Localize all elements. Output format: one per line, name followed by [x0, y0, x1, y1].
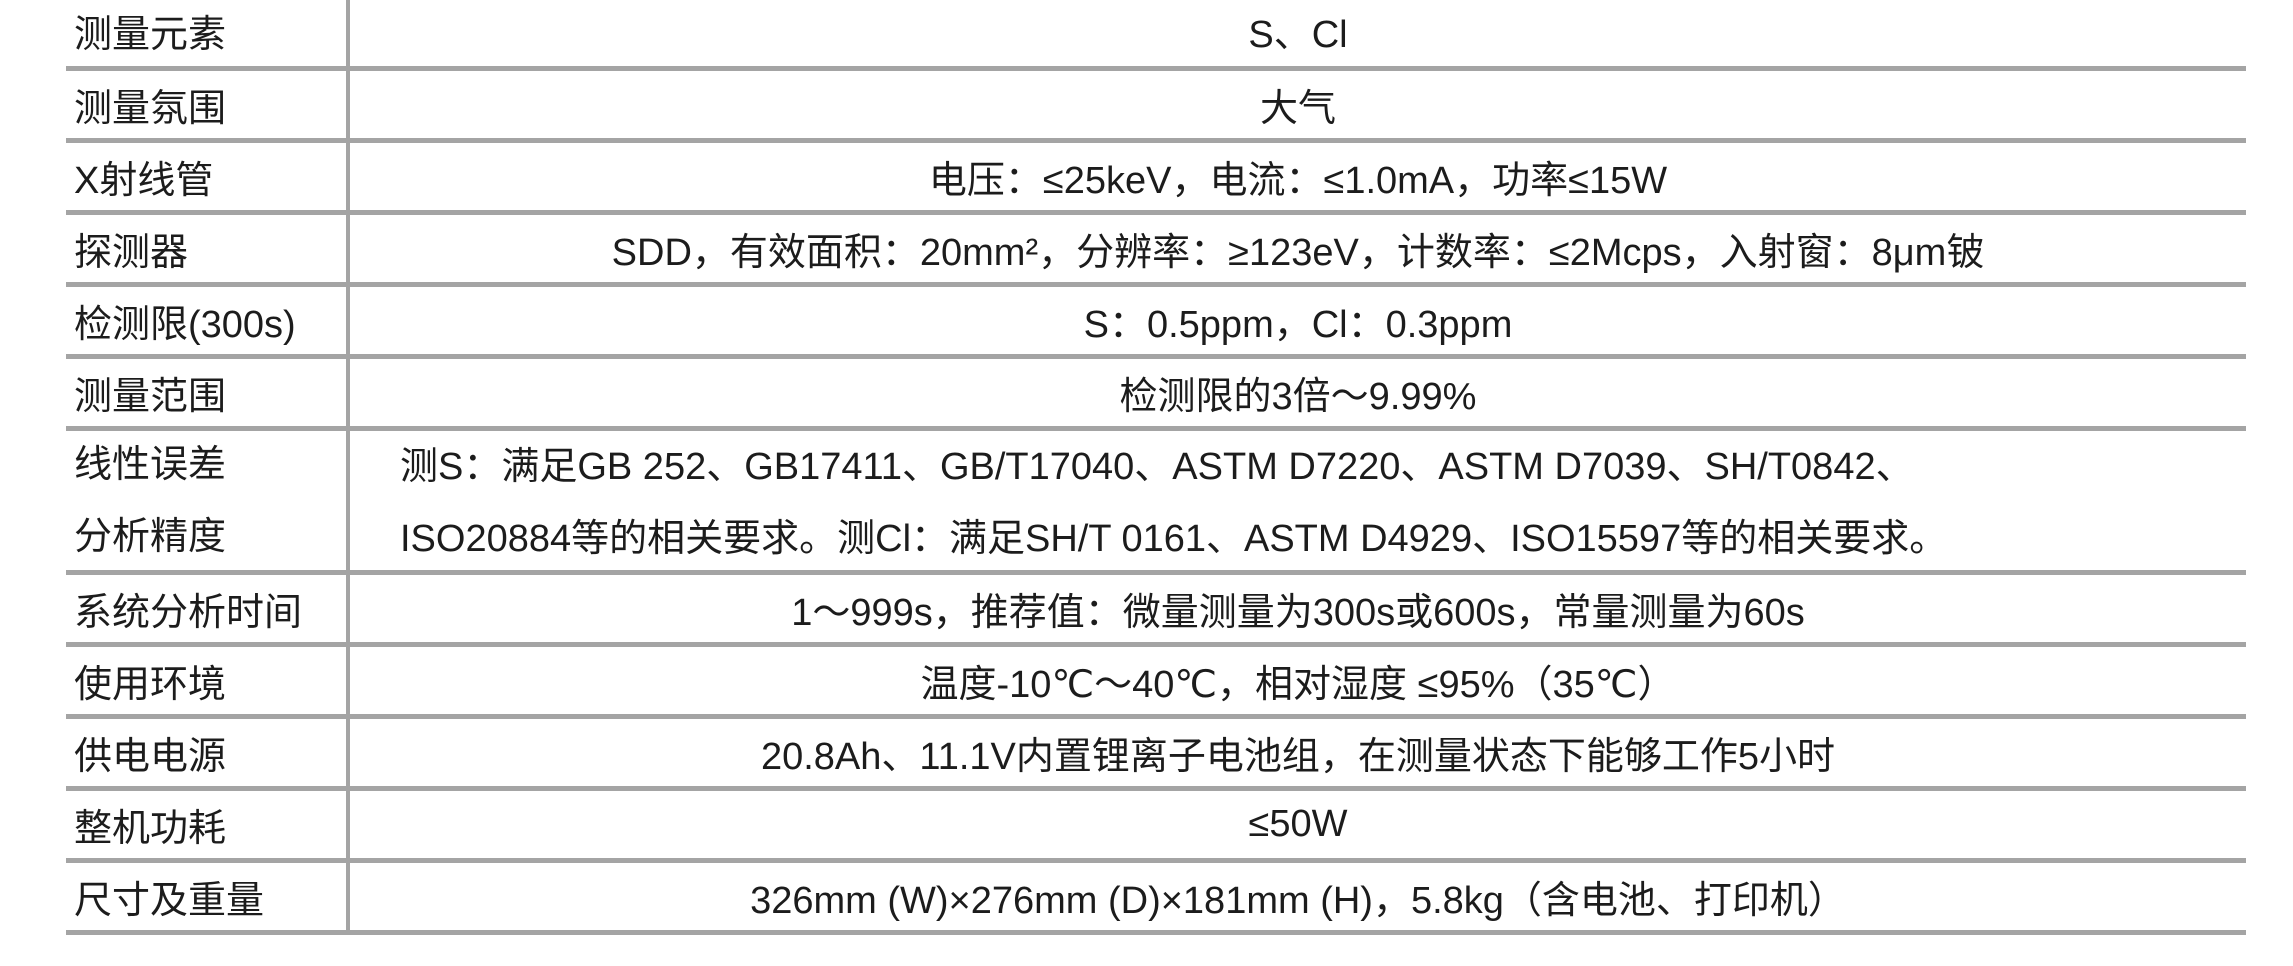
spec-row-detector: 探测器 SDD，有效面积：20mm²，分辨率：≥123eV，计数率：≤2Mcps… — [66, 215, 2246, 287]
row-label-line: 线性误差 — [74, 443, 227, 486]
spec-row-atmosphere: 测量氛围 大气 — [66, 71, 2246, 143]
spec-row-accuracy: 线性误差 分析精度 测S：满足GB 252、GB17411、GB/T17040、… — [66, 431, 2246, 575]
row-value: 326mm (W)×276mm (D)×181mm (H)，5.8kg（含电池、… — [750, 880, 1846, 922]
row-value: 1～999s，推荐值：微量测量为300s或600s，常量测量为60s — [791, 592, 1805, 634]
row-value: 大气 — [1259, 88, 1336, 130]
spec-row-dimensions: 尺寸及重量 326mm (W)×276mm (D)×181mm (H)，5.8k… — [66, 863, 2246, 935]
row-value: SDD，有效面积：20mm²，分辨率：≥123eV，计数率：≤2Mcps，入射窗… — [611, 232, 1985, 274]
spec-row-xray-tube: X射线管 电压：≤25keV，电流：≤1.0mA，功率≤15W — [66, 143, 2246, 215]
row-value: S：0.5ppm，Cl：0.3ppm — [1083, 304, 1513, 346]
spec-table: 测量元素 S、Cl 测量氛围 大气 X射线管 电压：≤25keV，电流：≤1.0… — [66, 0, 2246, 935]
row-label: 尺寸及重量 — [66, 863, 350, 930]
row-label: 检测限(300s) — [66, 287, 350, 354]
row-label: 测量氛围 — [66, 71, 350, 138]
spec-row-environment: 使用环境 温度-10℃～40℃，相对湿度 ≤95%（35℃） — [66, 647, 2246, 719]
spec-row-detection-limit: 检测限(300s) S：0.5ppm，Cl：0.3ppm — [66, 287, 2246, 359]
spec-row-analysis-time: 系统分析时间 1～999s，推荐值：微量测量为300s或600s，常量测量为60… — [66, 575, 2246, 647]
row-label: 测量元素 — [66, 0, 350, 66]
row-value: 温度-10℃～40℃，相对湿度 ≤95%（35℃） — [920, 664, 1676, 706]
row-label: 系统分析时间 — [66, 575, 350, 642]
row-value: 电压：≤25keV，电流：≤1.0mA，功率≤15W — [928, 160, 1668, 202]
spec-row-elements: 测量元素 S、Cl — [66, 0, 2246, 71]
row-label: 线性误差 分析精度 — [66, 431, 350, 570]
spec-row-range: 测量范围 检测限的3倍～9.99% — [66, 359, 2246, 431]
row-label: X射线管 — [66, 143, 350, 210]
row-label: 整机功耗 — [66, 791, 350, 858]
spec-row-power-supply: 供电电源 20.8Ah、11.1V内置锂离子电池组，在测量状态下能够工作5小时 — [66, 719, 2246, 791]
row-value-line: 测S：满足GB 252、GB17411、GB/T17040、ASTM D7220… — [400, 446, 1914, 488]
row-value: 检测限的3倍～9.99% — [1119, 376, 1477, 418]
row-value: 20.8Ah、11.1V内置锂离子电池组，在测量状态下能够工作5小时 — [760, 736, 1836, 778]
row-label: 供电电源 — [66, 719, 350, 786]
spec-row-power-consumption: 整机功耗 ≤50W — [66, 791, 2246, 863]
row-value: S、Cl — [1248, 13, 1348, 56]
row-label: 测量范围 — [66, 359, 350, 426]
row-label: 使用环境 — [66, 647, 350, 714]
row-label: 探测器 — [66, 215, 350, 282]
row-value: 测S：满足GB 252、GB17411、GB/T17040、ASTM D7220… — [350, 431, 2246, 570]
row-value: ≤50W — [1248, 803, 1348, 845]
row-value-line: ISO20884等的相关要求。测Cl：满足SH/T 0161、ASTM D492… — [400, 518, 1948, 560]
row-label-line: 分析精度 — [74, 515, 227, 558]
